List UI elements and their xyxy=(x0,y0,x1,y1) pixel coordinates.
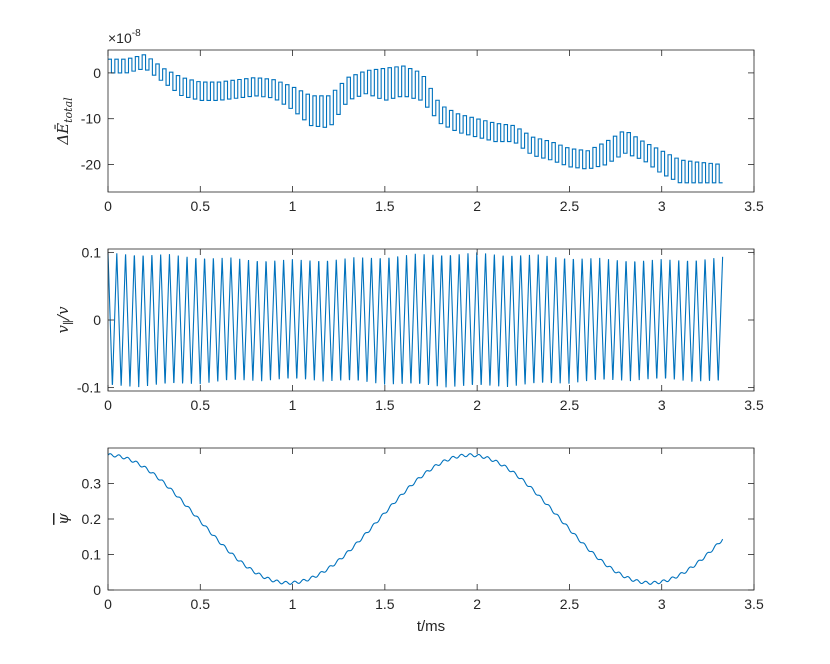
y-tick-label: 0.3 xyxy=(82,476,102,492)
x-tick-label: 0 xyxy=(104,198,112,214)
x-tick-label: 3.5 xyxy=(744,198,764,214)
y-tick-label: -10 xyxy=(81,111,101,127)
y-tick-label: -0.1 xyxy=(77,380,101,396)
y-tick-label: 0 xyxy=(93,65,101,81)
x-tick-label: 2 xyxy=(473,397,481,413)
energy-panel: 0 0.5 1 1.5 2 2.5 3 3.5 0 -10 -20 ×10-8 ΔĒtotal xyxy=(54,28,764,214)
x-tick-label: 0.5 xyxy=(191,596,211,612)
x-tick-label: 3 xyxy=(658,397,666,413)
series-line xyxy=(107,453,724,585)
psi-ylabel: ψ xyxy=(54,513,72,525)
energy-ticks: 0 0.5 1 1.5 2 2.5 3 3.5 0 -10 -20 xyxy=(81,50,764,214)
y-tick-label: -20 xyxy=(81,157,101,173)
x-tick-label: 3.5 xyxy=(744,596,764,612)
x-tick-label: 2.5 xyxy=(560,397,580,413)
x-tick-label: 1 xyxy=(289,397,297,413)
x-tick-label: 3 xyxy=(658,596,666,612)
series-line xyxy=(107,252,724,388)
y-tick-label: 0.1 xyxy=(82,244,102,260)
y-tick-label: 0 xyxy=(93,582,101,598)
y-tick-label: 0.1 xyxy=(82,547,102,563)
energy-axes-box xyxy=(107,49,755,193)
x-tick-label: 1.5 xyxy=(375,198,395,214)
energy-exponent-label: ×10-8 xyxy=(108,28,141,46)
x-tick-label: 1.5 xyxy=(375,596,395,612)
x-tick-label: 0 xyxy=(104,397,112,413)
x-axis-label: t/ms xyxy=(417,618,445,635)
x-tick-label: 1 xyxy=(289,198,297,214)
psi-plot-area xyxy=(108,448,754,590)
x-tick-label: 2 xyxy=(473,596,481,612)
x-tick-label: 0 xyxy=(104,596,112,612)
velocity-ylabel: v∥/v xyxy=(54,306,75,334)
energy-plot-area xyxy=(108,50,754,192)
x-tick-label: 3 xyxy=(658,198,666,214)
psi-ticks: 0 0.5 1 1.5 2 2.5 3 3.5 0.3 0.2 0.1 0 xyxy=(82,448,764,612)
x-tick-label: 2.5 xyxy=(560,596,580,612)
x-tick-label: 2 xyxy=(473,198,481,214)
energy-series xyxy=(108,54,723,184)
x-tick-label: 1.5 xyxy=(375,397,395,413)
x-tick-label: 1 xyxy=(289,596,297,612)
series-line xyxy=(108,54,723,184)
psi-panel: 0 0.5 1 1.5 2 2.5 3 3.5 0.3 0.2 0.1 0 ψ xyxy=(54,447,764,612)
x-tick-label: 0.5 xyxy=(191,198,211,214)
x-tick-label: 3.5 xyxy=(744,397,764,413)
x-tick-label: 0.5 xyxy=(191,397,211,413)
x-tick-label: 2.5 xyxy=(560,198,580,214)
y-tick-label: 0.2 xyxy=(82,511,102,527)
velocity-series xyxy=(107,252,724,388)
energy-ylabel: ΔĒtotal xyxy=(54,97,75,146)
velocity-panel: 0 0.5 1 1.5 2 2.5 3 3.50.10-0.1 v∥/v xyxy=(54,244,764,413)
psi-series xyxy=(107,453,724,585)
y-tick-label: 0 xyxy=(93,312,101,328)
velocity-ticks: 0 0.5 1 1.5 2 2.5 3 3.50.10-0.1 xyxy=(77,244,764,413)
